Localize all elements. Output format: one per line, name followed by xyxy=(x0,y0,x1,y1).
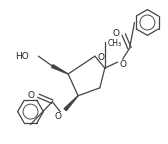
Text: O: O xyxy=(120,60,127,69)
Text: O: O xyxy=(28,91,34,100)
Polygon shape xyxy=(64,96,78,111)
Polygon shape xyxy=(52,65,68,74)
Text: O: O xyxy=(54,112,61,121)
Text: O: O xyxy=(113,29,120,38)
Text: CH₃: CH₃ xyxy=(108,39,122,48)
Text: O: O xyxy=(98,53,105,62)
Text: HO: HO xyxy=(15,52,29,61)
